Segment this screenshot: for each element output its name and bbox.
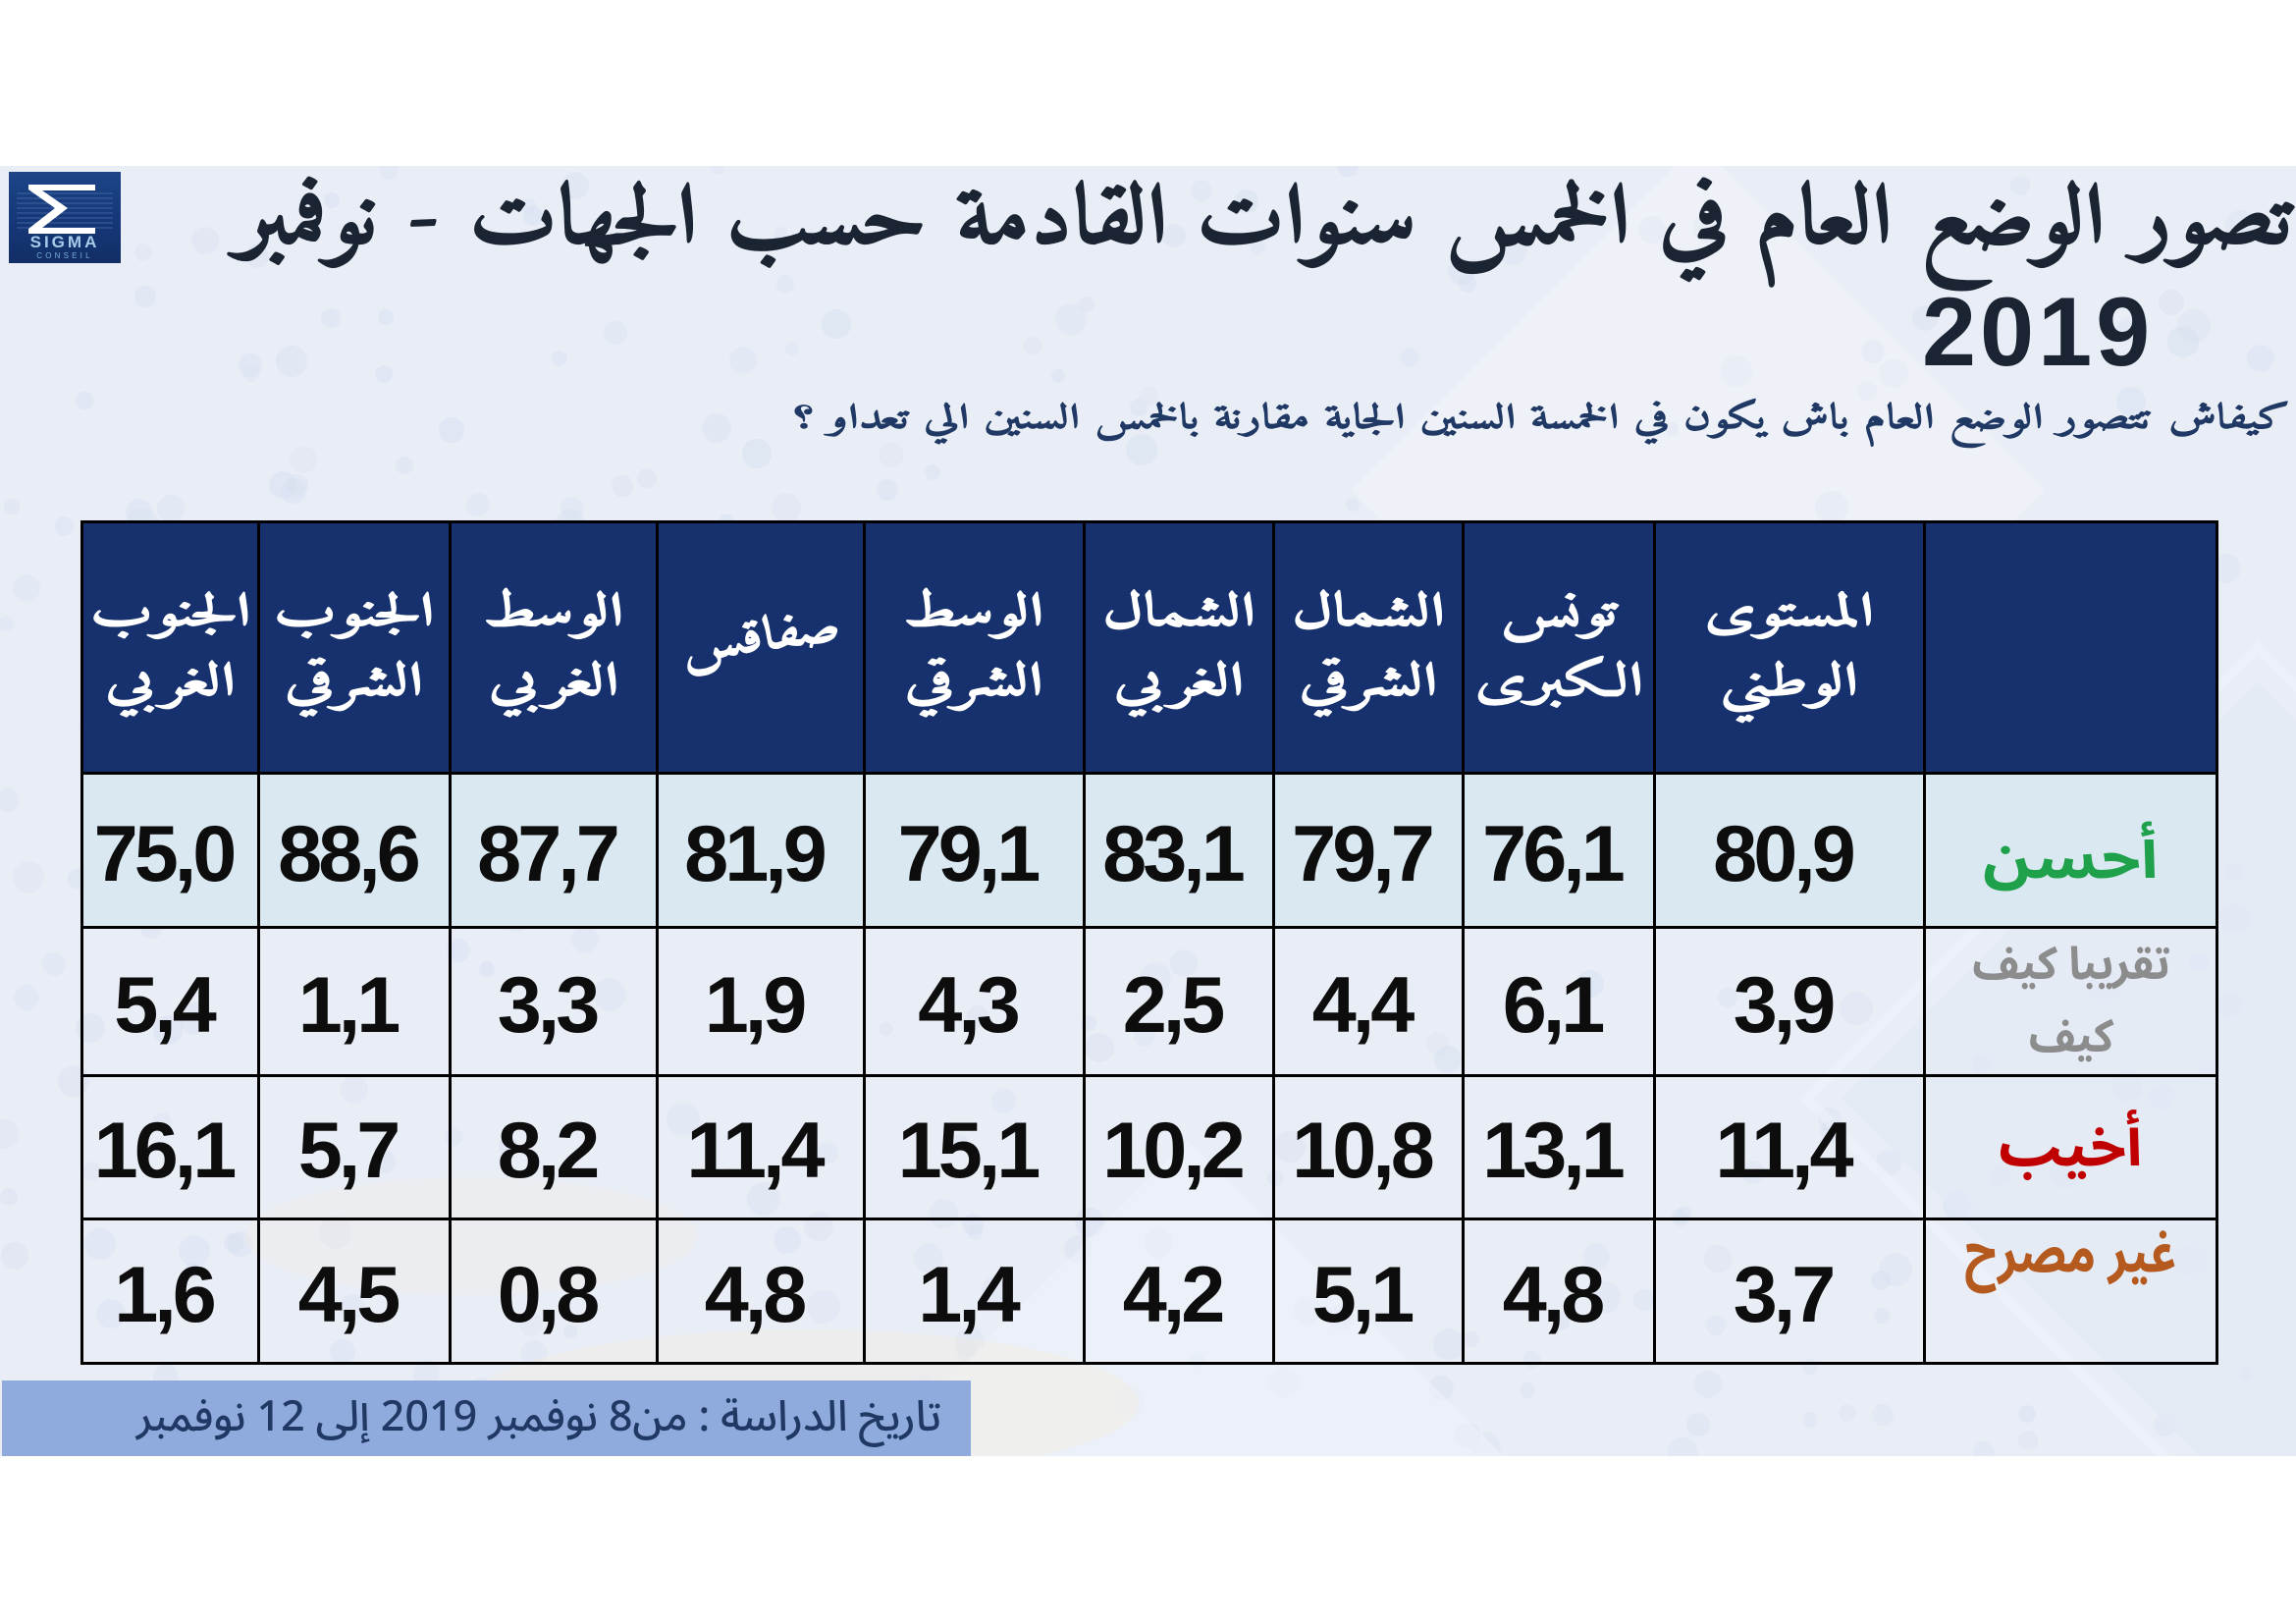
svg-text:SIGMA: SIGMA	[30, 233, 100, 251]
svg-text:CONSEIL: CONSEIL	[36, 251, 93, 260]
